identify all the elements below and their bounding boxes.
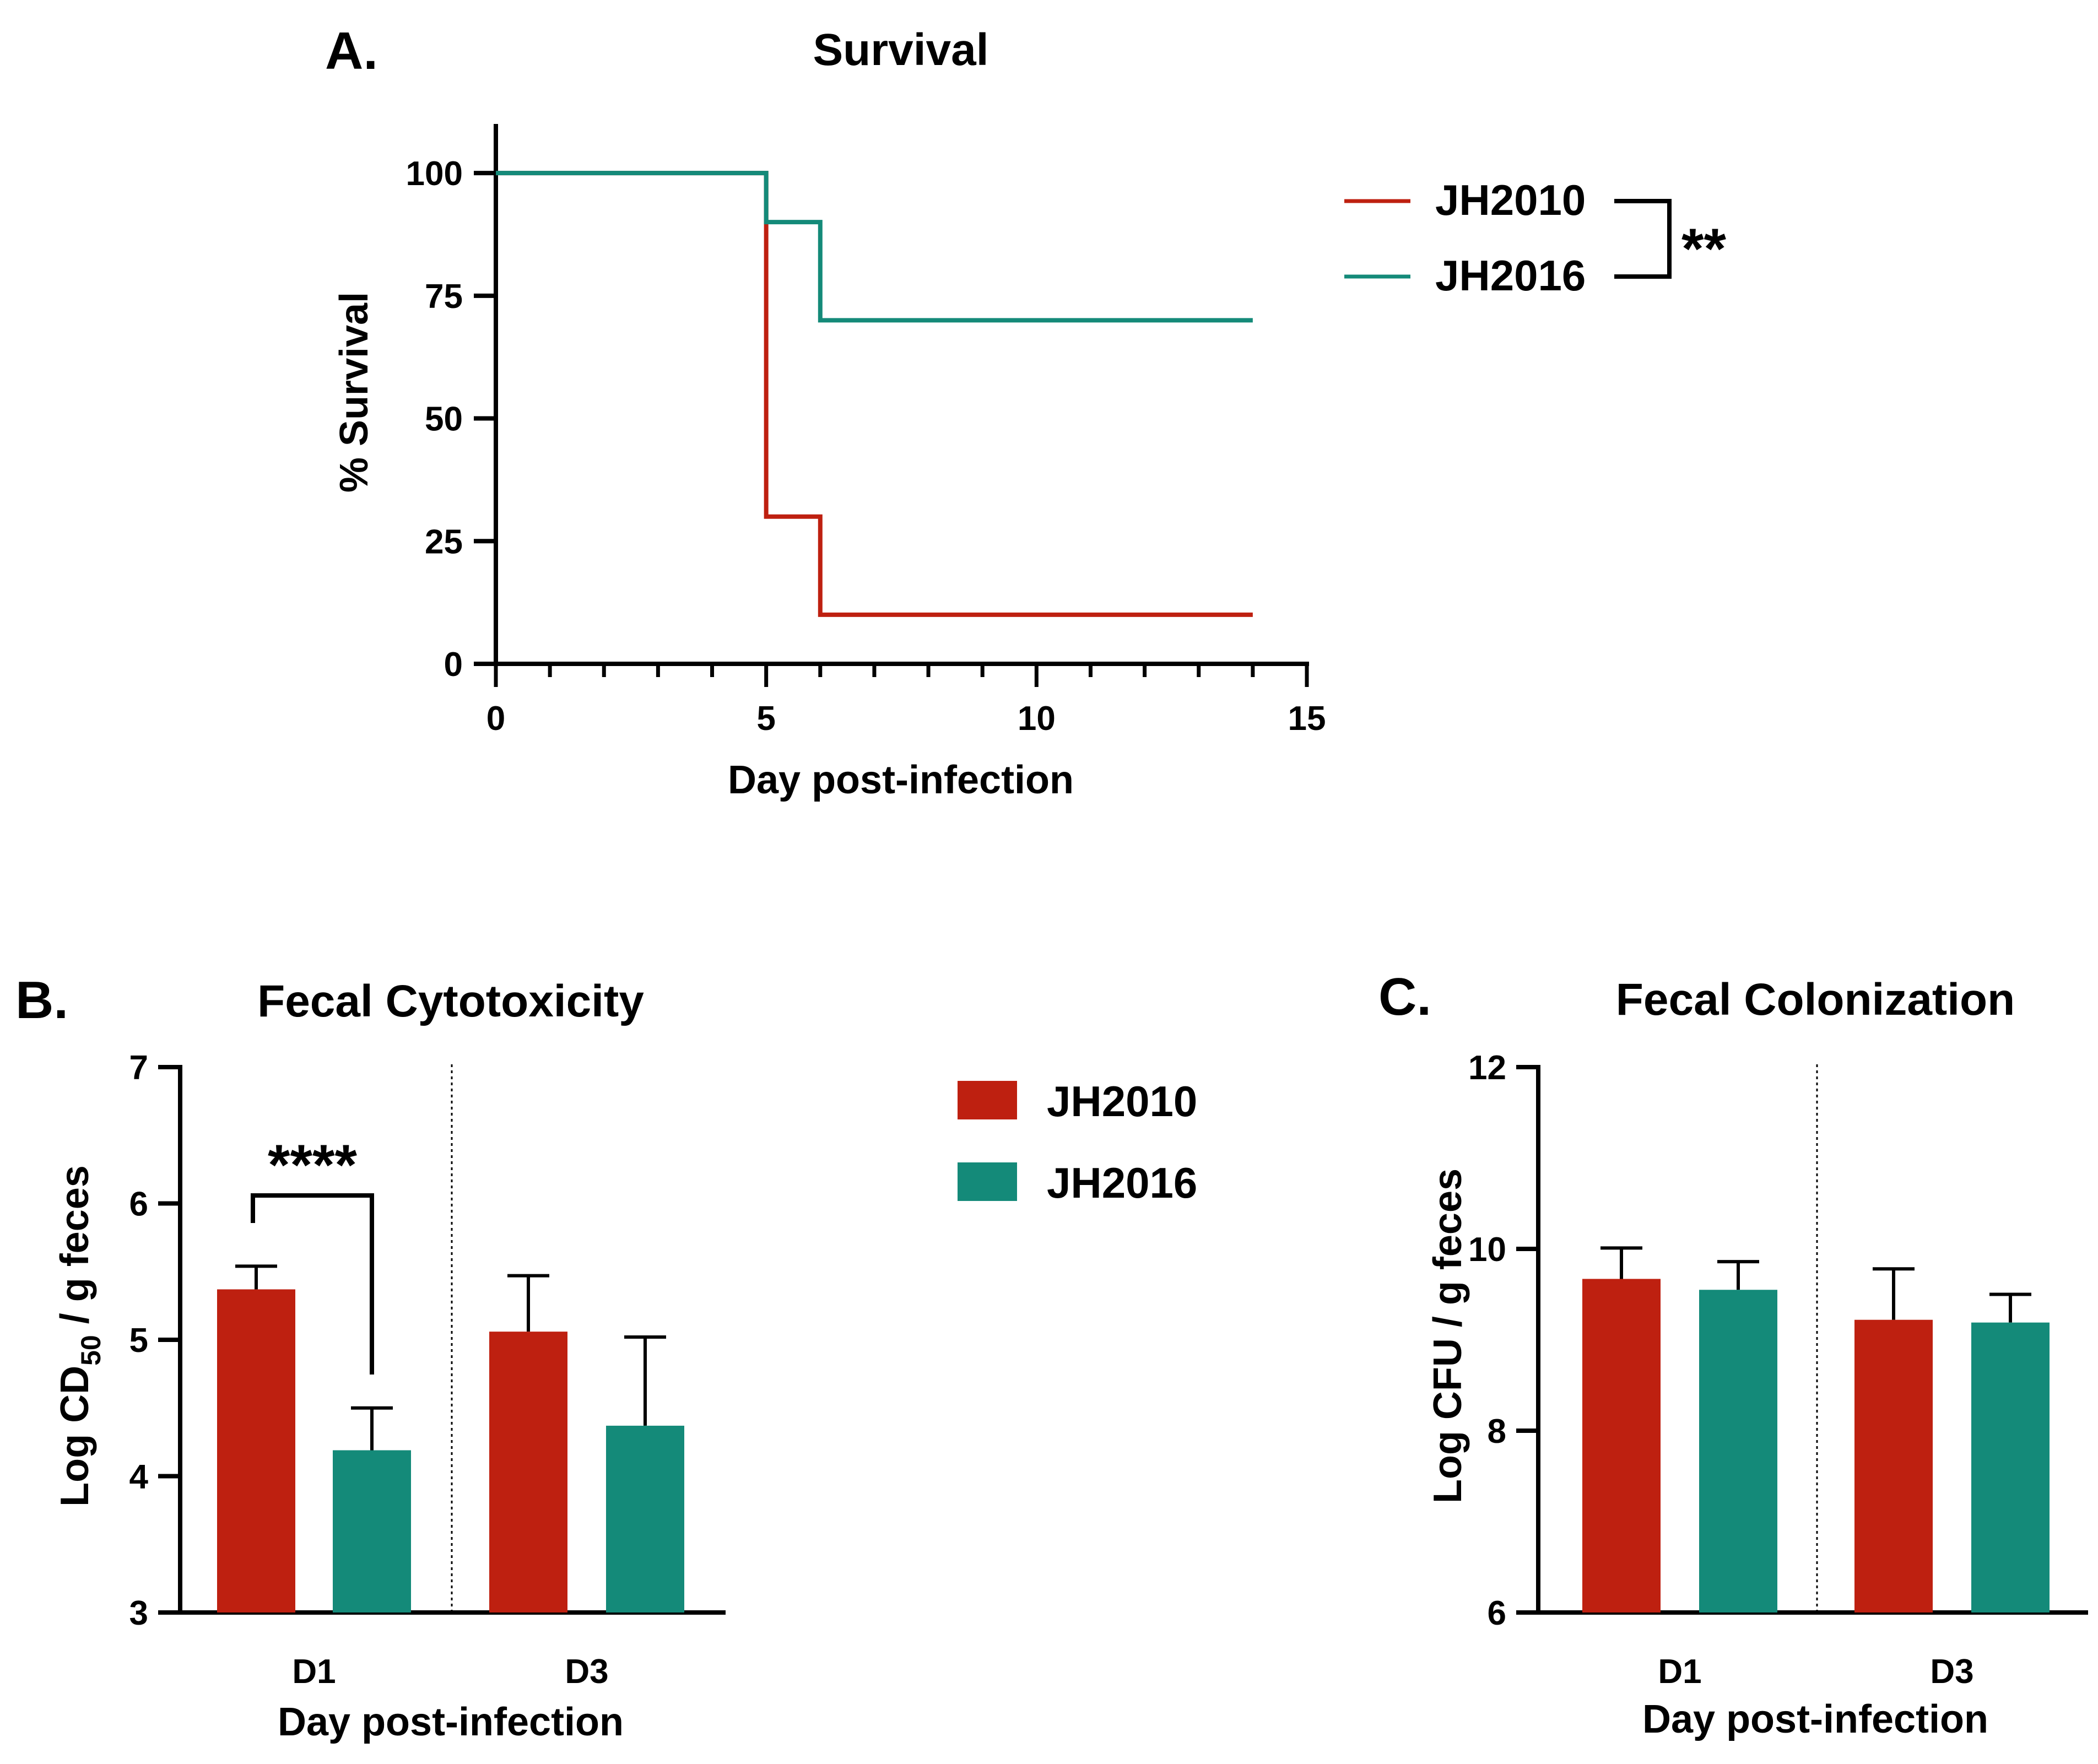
y-tick-label: 3 xyxy=(129,1594,148,1632)
significance-label: ** xyxy=(1681,217,1726,281)
legend-label-jh2010: JH2010 xyxy=(1435,176,1586,224)
panel-b-ylabel: Log CD50 / g feces xyxy=(53,1165,106,1507)
panel-c-letter: C. xyxy=(1378,967,1431,1026)
y-tick-label: 100 xyxy=(406,155,463,193)
legend-swatch-jh2010 xyxy=(958,1081,1017,1119)
panel-c-bars xyxy=(1582,1246,2050,1613)
y-tick-label: 7 xyxy=(129,1049,148,1087)
bar-d3-jh2016 xyxy=(1971,1322,2050,1613)
legend-label-jh2016: JH2016 xyxy=(1435,251,1586,300)
x-tick-label: D1 xyxy=(1658,1653,1701,1691)
panel-b-bars xyxy=(217,1264,684,1613)
x-tick-label: 15 xyxy=(1288,700,1326,738)
x-tick-label: 10 xyxy=(1018,700,1056,738)
y-tick-label: 75 xyxy=(425,278,463,316)
x-tick-label: 0 xyxy=(486,700,505,738)
panel-b: B. Fecal Cytotoxicity 3 4 5 6 7 D1 D3 Day post… xyxy=(15,971,1197,1744)
x-tick-label: D3 xyxy=(1930,1653,1973,1691)
panel-c: C. Fecal Colonization 6 8 10 12 D1 D3 Day pos… xyxy=(1378,967,2088,1741)
panel-b-legend: JH2010 JH2016 xyxy=(958,1077,1197,1207)
panel-a-xlabel: Day post-infection xyxy=(728,758,1074,802)
legend-label-jh2016: JH2016 xyxy=(1047,1159,1197,1207)
panel-a-legend: JH2010 JH2016 ** xyxy=(1344,176,1726,300)
panel-a-letter: A. xyxy=(325,21,378,80)
bar-d1-jh2016 xyxy=(333,1450,411,1613)
panel-c-xlabel: Day post-infection xyxy=(1642,1697,1988,1741)
series-line-jh2010 xyxy=(496,171,1253,617)
x-tick-label: 5 xyxy=(756,700,775,738)
significance-bracket-d1 xyxy=(251,1193,374,1375)
panel-b-xlabel: Day post-infection xyxy=(278,1700,624,1744)
panel-a-title: Survival xyxy=(813,25,988,75)
bar-d1-jh2010 xyxy=(1582,1279,1661,1613)
y-tick-label: 8 xyxy=(1488,1413,1506,1451)
bar-d3-jh2010 xyxy=(1854,1319,1933,1613)
significance-label-d1: **** xyxy=(268,1133,357,1197)
bar-d1-jh2010 xyxy=(217,1289,295,1613)
y-tick-label: 12 xyxy=(1468,1049,1506,1087)
series-line-jh2016 xyxy=(496,171,1253,323)
legend-swatch-jh2016 xyxy=(958,1162,1017,1201)
bar-d3-jh2010 xyxy=(489,1332,567,1613)
y-tick-label: 10 xyxy=(1468,1231,1506,1269)
bar-d3-jh2016 xyxy=(606,1425,684,1613)
panel-a-series xyxy=(496,171,1253,617)
y-tick-label: 25 xyxy=(425,523,463,561)
y-tick-label: 5 xyxy=(129,1322,148,1360)
panel-a: A. Survival 0 25 50 75 100 0 5 10 15 Day post-in… xyxy=(325,21,1726,802)
panel-b-title: Fecal Cytotoxicity xyxy=(257,976,644,1026)
y-tick-label: 6 xyxy=(1488,1594,1506,1632)
x-tick-label: D3 xyxy=(565,1653,608,1691)
significance-bracket xyxy=(1614,199,1672,279)
panel-c-ylabel: Log CFU / g feces xyxy=(1426,1168,1470,1503)
panel-a-ylabel: % Survival xyxy=(332,292,376,493)
panel-b-letter: B. xyxy=(15,971,68,1030)
bar-d1-jh2016 xyxy=(1699,1290,1777,1613)
x-tick-label: D1 xyxy=(292,1653,336,1691)
legend-label-jh2010: JH2010 xyxy=(1047,1077,1197,1126)
y-tick-label: 0 xyxy=(444,646,463,684)
panel-c-title: Fecal Colonization xyxy=(1616,975,2015,1025)
y-tick-label: 6 xyxy=(129,1186,148,1224)
y-tick-label: 4 xyxy=(129,1458,149,1496)
y-tick-label: 50 xyxy=(425,401,463,439)
panel-a-axes: 0 25 50 75 100 0 5 10 15 xyxy=(406,124,1326,738)
